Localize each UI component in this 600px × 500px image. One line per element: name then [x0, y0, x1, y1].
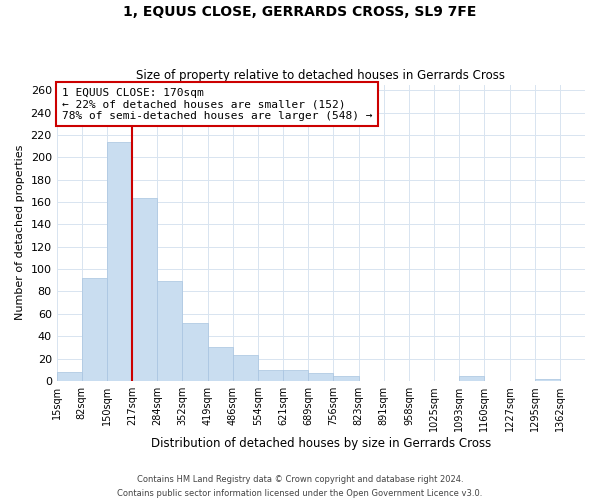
Bar — [132, 198, 157, 381]
Bar — [56, 372, 82, 381]
Bar — [208, 348, 233, 381]
Bar — [107, 142, 132, 381]
Bar — [233, 355, 258, 381]
Bar — [157, 282, 182, 381]
Bar — [308, 373, 334, 381]
Bar — [82, 278, 107, 381]
Bar — [535, 378, 560, 381]
Text: 1 EQUUS CLOSE: 170sqm
← 22% of detached houses are smaller (152)
78% of semi-det: 1 EQUUS CLOSE: 170sqm ← 22% of detached … — [62, 88, 373, 120]
Title: Size of property relative to detached houses in Gerrards Cross: Size of property relative to detached ho… — [136, 69, 505, 82]
Bar — [334, 376, 359, 381]
Bar — [182, 323, 208, 381]
Bar — [258, 370, 283, 381]
Bar — [459, 376, 484, 381]
Text: 1, EQUUS CLOSE, GERRARDS CROSS, SL9 7FE: 1, EQUUS CLOSE, GERRARDS CROSS, SL9 7FE — [124, 5, 476, 19]
Bar — [283, 370, 308, 381]
Text: Contains HM Land Registry data © Crown copyright and database right 2024.
Contai: Contains HM Land Registry data © Crown c… — [118, 476, 482, 498]
Y-axis label: Number of detached properties: Number of detached properties — [15, 145, 25, 320]
X-axis label: Distribution of detached houses by size in Gerrards Cross: Distribution of detached houses by size … — [151, 437, 491, 450]
